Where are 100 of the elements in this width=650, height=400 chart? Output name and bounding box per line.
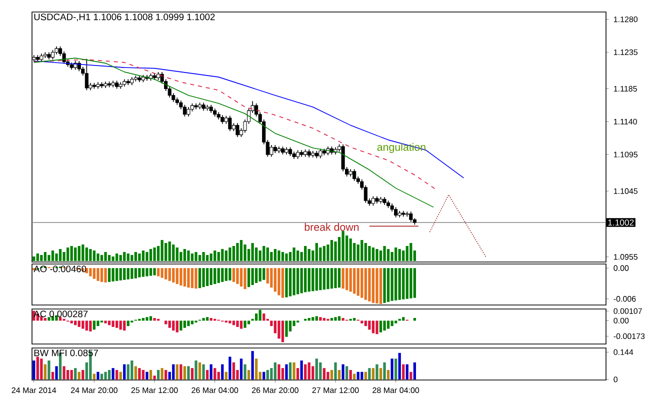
bar bbox=[198, 255, 202, 262]
bar bbox=[202, 364, 205, 380]
bar bbox=[51, 372, 54, 380]
x-tick-label: 24 Mar 2014 bbox=[12, 387, 56, 394]
bar bbox=[360, 240, 364, 262]
bar bbox=[149, 316, 152, 321]
bar bbox=[240, 240, 243, 262]
bar bbox=[40, 358, 43, 380]
bar bbox=[413, 362, 416, 380]
bar bbox=[180, 320, 182, 331]
bar bbox=[70, 246, 73, 262]
bar bbox=[108, 320, 111, 326]
bar bbox=[304, 364, 307, 380]
candlestick bbox=[394, 206, 398, 218]
bar bbox=[356, 372, 360, 380]
bar bbox=[383, 320, 386, 331]
annotation: break down bbox=[304, 222, 359, 231]
bar bbox=[180, 364, 182, 380]
candlestick bbox=[270, 144, 274, 158]
bar bbox=[187, 366, 190, 380]
bar bbox=[78, 246, 80, 262]
x-tick-label: 25 Mar 12:00 bbox=[131, 387, 178, 394]
bar bbox=[96, 320, 100, 326]
bar bbox=[292, 248, 296, 262]
bar bbox=[104, 320, 107, 324]
bar bbox=[349, 370, 352, 380]
bar bbox=[58, 249, 62, 262]
bar bbox=[217, 372, 220, 380]
bar bbox=[379, 320, 382, 332]
bar bbox=[130, 360, 134, 380]
bar bbox=[74, 248, 77, 262]
y-tick-label: 1.0955 bbox=[614, 254, 638, 260]
bar bbox=[244, 320, 246, 328]
bar bbox=[126, 254, 130, 262]
bar bbox=[142, 370, 145, 380]
candlestick bbox=[236, 122, 240, 138]
y-tick-label: -0.006 bbox=[614, 296, 636, 302]
bar bbox=[183, 366, 186, 380]
bar bbox=[217, 252, 220, 262]
bar bbox=[342, 318, 344, 321]
bar bbox=[292, 362, 296, 380]
bar bbox=[278, 250, 280, 262]
bar bbox=[386, 320, 390, 329]
bar bbox=[116, 370, 118, 380]
bar bbox=[104, 372, 107, 380]
y-tick-label: 0.00 bbox=[614, 318, 629, 324]
bar bbox=[308, 362, 310, 380]
bar bbox=[285, 364, 288, 380]
bar bbox=[74, 368, 77, 380]
bar bbox=[364, 243, 367, 262]
bar bbox=[32, 360, 36, 380]
candlestick bbox=[50, 50, 55, 60]
bar bbox=[130, 255, 134, 262]
bar bbox=[66, 370, 70, 380]
bar bbox=[394, 248, 398, 262]
bar bbox=[232, 320, 236, 326]
bar bbox=[190, 320, 194, 324]
bar bbox=[119, 255, 122, 262]
bar bbox=[349, 238, 352, 262]
bar bbox=[315, 358, 318, 380]
bar bbox=[146, 252, 148, 262]
bar bbox=[236, 320, 239, 327]
bar bbox=[278, 320, 280, 339]
bar bbox=[312, 317, 314, 321]
bar bbox=[85, 248, 88, 262]
bar bbox=[214, 368, 216, 380]
bar bbox=[70, 370, 73, 380]
y-tick-label: 1.1280 bbox=[614, 16, 638, 22]
bar bbox=[221, 249, 224, 262]
bar bbox=[48, 360, 50, 380]
bar bbox=[251, 243, 254, 262]
bar bbox=[85, 320, 88, 331]
bar bbox=[224, 250, 228, 262]
bar bbox=[232, 362, 236, 380]
bar bbox=[281, 252, 284, 262]
bar bbox=[112, 320, 114, 327]
bar bbox=[228, 320, 232, 324]
bar bbox=[360, 372, 364, 380]
bar bbox=[198, 362, 202, 380]
bar bbox=[190, 368, 194, 380]
bar bbox=[82, 244, 84, 262]
bar bbox=[112, 256, 114, 262]
bar bbox=[168, 320, 171, 328]
bar bbox=[92, 250, 96, 262]
bar bbox=[100, 255, 104, 262]
y-tick-label: 1.1045 bbox=[614, 188, 638, 194]
bar bbox=[322, 246, 326, 262]
chart-title: USDCAD-,H1 1.1006 1.1008 1.0999 1.1002 bbox=[34, 14, 215, 22]
bar bbox=[126, 364, 130, 380]
y-tick-label: 0.00 bbox=[614, 265, 629, 271]
bar bbox=[172, 364, 175, 380]
bar bbox=[300, 360, 303, 380]
bar bbox=[315, 316, 318, 321]
bar bbox=[66, 248, 70, 262]
bar bbox=[51, 250, 54, 262]
bar bbox=[322, 368, 326, 380]
bar bbox=[296, 250, 300, 262]
bar bbox=[338, 316, 341, 321]
bar bbox=[62, 366, 66, 380]
bar bbox=[394, 358, 398, 380]
